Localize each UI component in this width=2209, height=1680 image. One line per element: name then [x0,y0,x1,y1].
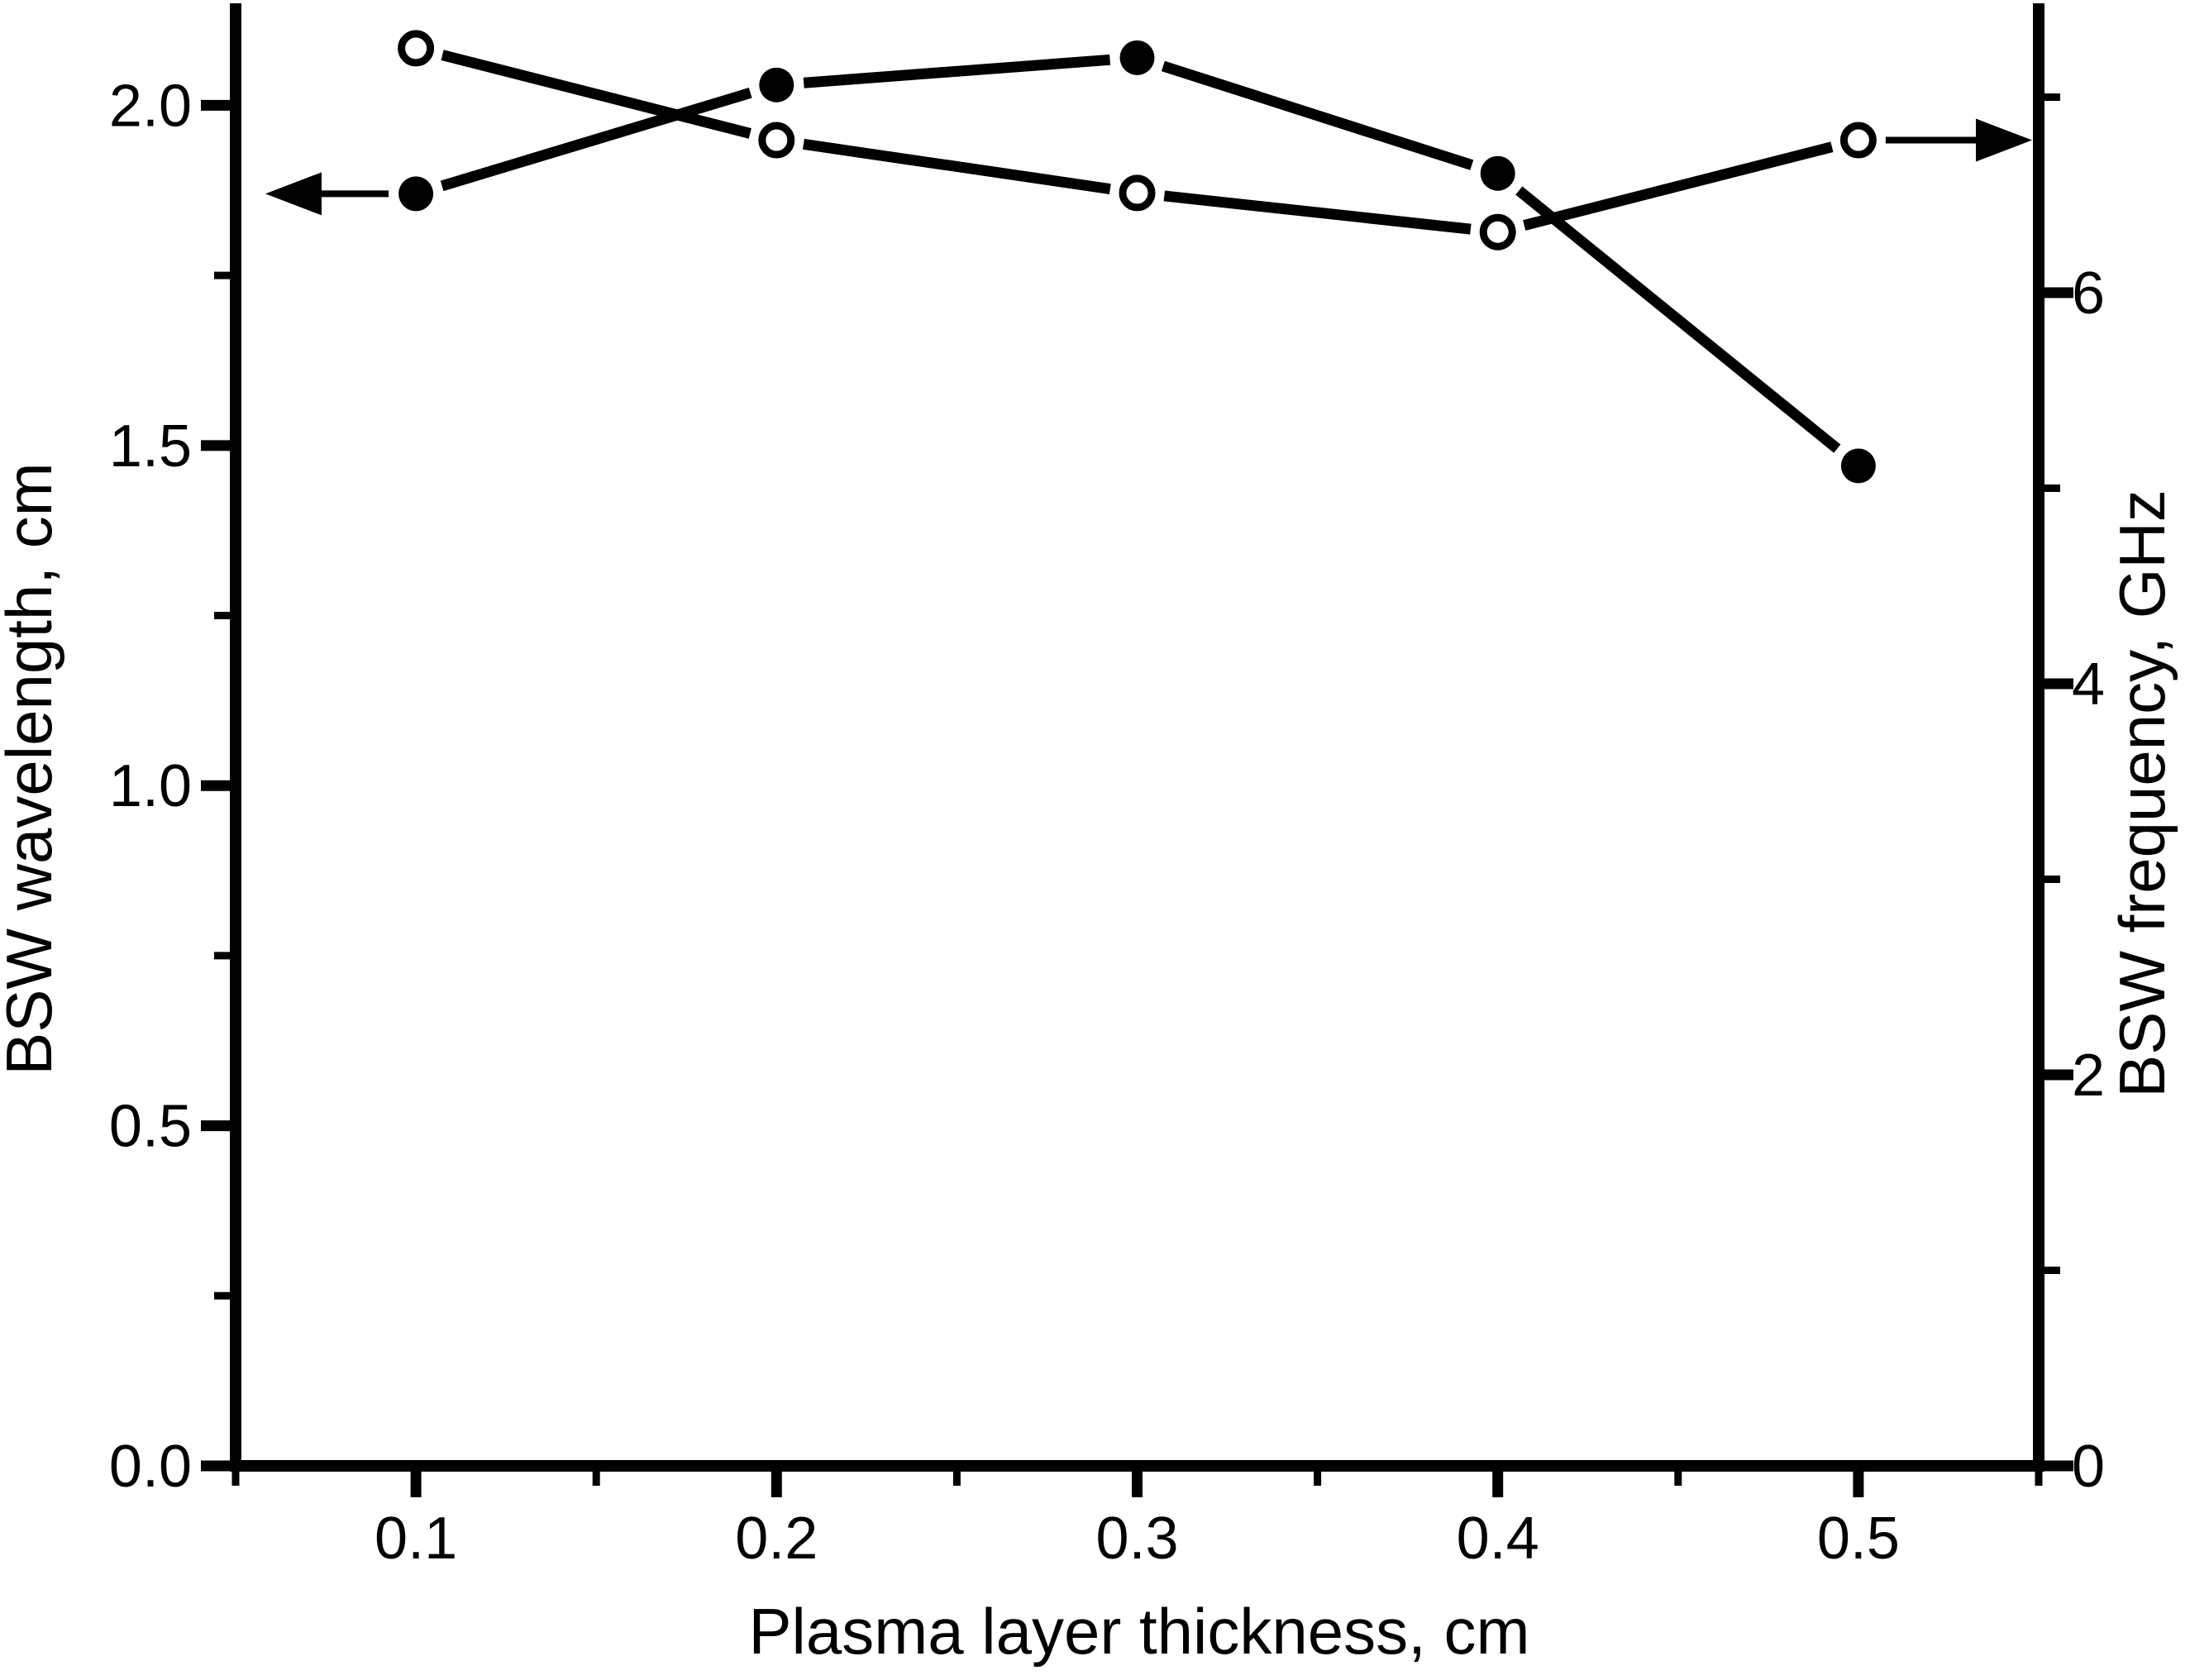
data-series [398,30,1877,484]
x-tick-label: 0.1 [375,1506,457,1572]
right-tick-label: 6 [2072,260,2105,327]
right-y-axis-title: BSW frequency, GHz [2106,489,2178,1097]
wavelength-point [759,67,794,103]
series-segment [440,88,752,192]
series-segment [803,54,1111,88]
right-tick-label: 0 [2072,1434,2105,1500]
series-segment [803,138,1111,195]
left-tick-label: 2.0 [109,73,192,139]
x-tick-label: 0.3 [1095,1506,1178,1572]
axis-tick-labels: 0.0 0.5 1.0 1.5 2.0 0 2 4 6 0.1 0.2 0.3 0.4 0.5 [109,73,2105,1572]
x-tick-label: 0.4 [1457,1506,1539,1572]
frequency-point [758,122,795,159]
left-tick-label: 0.0 [109,1434,192,1500]
x-axis-title: Plasma layer thickness, cm [749,1595,1530,1668]
frequency-point [1479,213,1516,251]
x-tick-label: 0.2 [735,1506,818,1572]
frequency-point [398,30,435,67]
x-tick-label: 0.5 [1817,1506,1900,1572]
series-segment [1523,141,1834,231]
wavelength-point [1840,448,1876,484]
right-arrowhead [1976,118,2032,162]
left-tick-label: 0.5 [109,1094,192,1160]
wavelength-point [1480,155,1515,191]
frequency-point [1119,174,1156,212]
left-tick-label: 1.5 [109,413,192,480]
wavelength-point [398,176,434,212]
frequency-point [1839,122,1877,159]
series-segment [1515,186,1841,453]
series-segment [1161,60,1474,170]
left-y-axis-title: BSW wavelength, cm [0,462,65,1075]
series-segment [1163,190,1472,235]
right-tick-label: 4 [2072,651,2105,718]
series-segment [441,50,751,139]
right-tick-label: 2 [2072,1043,2105,1109]
axis-arrows [265,118,2032,216]
wavelength-point [1119,40,1155,75]
left-tick-label: 1.0 [109,753,192,819]
left-arrowhead [265,172,322,216]
axis-ticks [201,93,2073,1497]
